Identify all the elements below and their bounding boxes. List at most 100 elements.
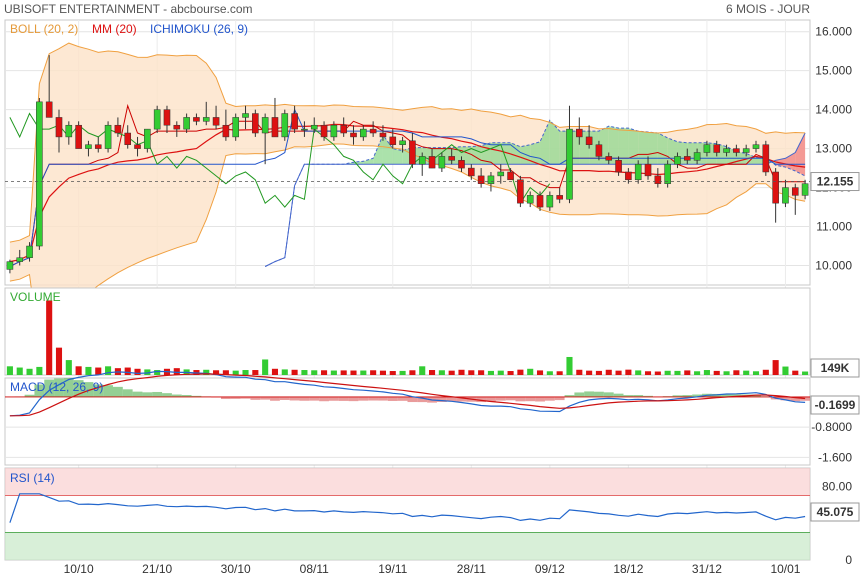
candle bbox=[26, 245, 33, 258]
volume-bar bbox=[65, 360, 72, 375]
macd-histogram-bar bbox=[643, 395, 653, 397]
macd-histogram-bar bbox=[132, 391, 143, 397]
last-price-value: 12.155 bbox=[817, 175, 854, 189]
ichimoku-cloud bbox=[363, 158, 374, 165]
volume-last-value: 149K bbox=[821, 361, 850, 375]
candle bbox=[202, 117, 210, 122]
volume-bar bbox=[684, 370, 691, 375]
senkou-a-line bbox=[264, 119, 806, 267]
ichimoku-cloud bbox=[392, 148, 403, 165]
candle bbox=[782, 187, 789, 204]
volume-bar bbox=[95, 367, 102, 375]
ichimoku-cloud bbox=[795, 133, 806, 176]
x-tick-label: 08/11 bbox=[300, 562, 329, 576]
macd-line bbox=[9, 370, 806, 417]
macd-histogram-bar bbox=[122, 389, 133, 397]
macd-histogram-bar bbox=[112, 386, 123, 397]
tenkan-line bbox=[9, 103, 806, 267]
volume-bar bbox=[615, 370, 622, 375]
candle bbox=[644, 163, 652, 177]
candle bbox=[546, 195, 554, 208]
candle bbox=[350, 132, 357, 138]
volume-bar bbox=[694, 371, 701, 375]
y-tick-label: -0.8000 bbox=[811, 420, 852, 434]
volume-bar bbox=[330, 370, 337, 375]
macd-histogram-bar bbox=[230, 396, 241, 399]
candle bbox=[75, 124, 82, 149]
candle bbox=[222, 124, 230, 138]
volume-bar bbox=[36, 366, 43, 375]
volume-bar bbox=[242, 370, 249, 375]
x-tick-label: 30/10 bbox=[221, 562, 251, 576]
ichimoku-cloud bbox=[471, 145, 482, 165]
candle bbox=[153, 109, 161, 130]
x-tick-label: 10/01 bbox=[770, 562, 800, 576]
y-tick-label: 11.000 bbox=[816, 220, 852, 234]
ichimoku-cloud bbox=[373, 134, 383, 165]
volume-bar bbox=[389, 371, 396, 375]
candle bbox=[762, 144, 770, 173]
volume-bar bbox=[85, 366, 92, 375]
candle bbox=[458, 160, 465, 169]
ichimoku-cloud bbox=[618, 128, 629, 165]
volume-bar bbox=[350, 370, 357, 375]
candle bbox=[487, 175, 495, 184]
candle bbox=[566, 128, 573, 200]
candle bbox=[55, 117, 63, 138]
candle bbox=[134, 144, 141, 149]
volume-bar bbox=[409, 370, 416, 375]
candle bbox=[144, 128, 151, 149]
x-tick-label: 31/12 bbox=[692, 562, 722, 576]
candle bbox=[517, 179, 524, 204]
rsi-line bbox=[9, 493, 806, 523]
candle bbox=[742, 148, 750, 153]
period-label: 6 MOIS - JOUR bbox=[726, 2, 810, 16]
volume-bar bbox=[654, 371, 661, 375]
candle bbox=[124, 132, 132, 145]
volume-bar bbox=[232, 370, 239, 375]
macd-histogram-bar bbox=[348, 396, 359, 402]
macd-histogram-bar bbox=[220, 396, 231, 400]
volume-bar bbox=[281, 369, 288, 375]
volume-bar bbox=[517, 369, 524, 375]
candle bbox=[340, 124, 347, 134]
volume-bar bbox=[566, 356, 573, 375]
volume-bar bbox=[546, 371, 553, 375]
rsi-last-value: 45.075 bbox=[817, 505, 854, 519]
candle bbox=[369, 128, 377, 134]
macd-histogram-bar bbox=[407, 396, 418, 403]
volume-bar bbox=[55, 347, 63, 375]
macd-histogram-bar bbox=[682, 395, 693, 397]
macd-histogram-bar bbox=[672, 395, 683, 397]
candle bbox=[232, 117, 239, 138]
volume-bar bbox=[595, 370, 602, 375]
macd-histogram-bar bbox=[613, 393, 624, 397]
y-tick-label: 15.000 bbox=[815, 64, 852, 78]
x-tick-label: 19/11 bbox=[378, 562, 407, 576]
volume-bar bbox=[527, 368, 534, 375]
candle bbox=[301, 128, 308, 131]
candle bbox=[497, 171, 505, 177]
rsi-label: RSI (14) bbox=[10, 471, 55, 485]
macd-histogram-bar bbox=[476, 396, 487, 403]
volume-bar bbox=[124, 367, 131, 375]
volume-bar bbox=[674, 370, 681, 375]
candle bbox=[477, 175, 485, 184]
volume-bar bbox=[792, 370, 799, 375]
macd-last-value: -0.1699 bbox=[815, 398, 856, 412]
macd-histogram-bar bbox=[338, 396, 349, 401]
candle bbox=[801, 183, 809, 196]
macd-histogram-bar bbox=[515, 396, 526, 402]
candle bbox=[310, 124, 318, 130]
candle bbox=[713, 144, 721, 153]
volume-bar bbox=[536, 370, 544, 375]
chart-panels: BOLL (20, 2) MM (20) ICHIMOKU (26, 9) 16.00… bbox=[4, 19, 860, 576]
candle bbox=[556, 195, 563, 200]
ichimoku-cloud bbox=[648, 132, 658, 165]
volume-bar bbox=[340, 370, 347, 375]
volume-bar bbox=[75, 366, 82, 375]
candle bbox=[183, 117, 190, 130]
macd-histogram-bar bbox=[417, 396, 428, 403]
candle bbox=[507, 171, 514, 181]
volume-bar bbox=[782, 366, 789, 375]
